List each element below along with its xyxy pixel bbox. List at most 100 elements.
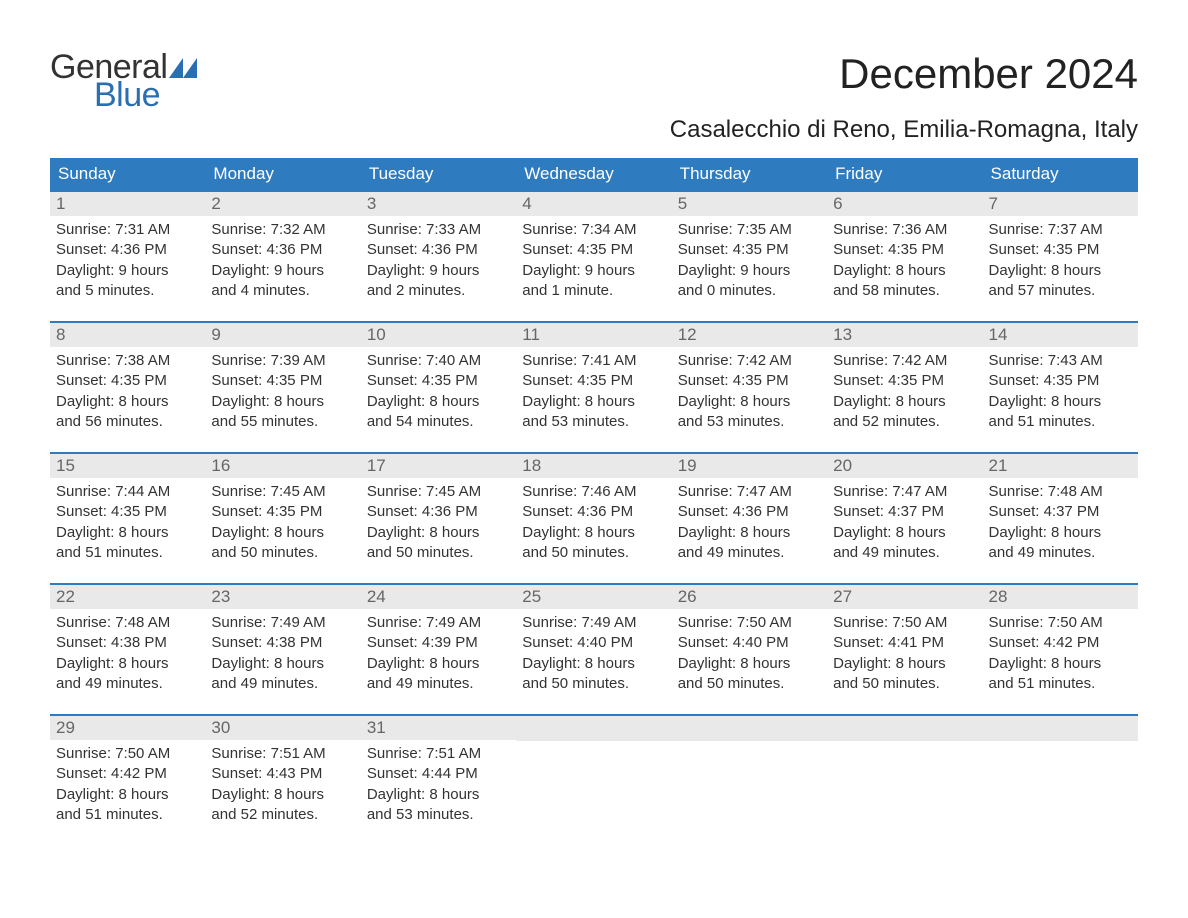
daylight-line: Daylight: 8 hours xyxy=(522,654,665,674)
calendar-week: 1Sunrise: 7:31 AMSunset: 4:36 PMDaylight… xyxy=(50,190,1138,307)
day-details: Sunrise: 7:37 AMSunset: 4:35 PMDaylight:… xyxy=(983,216,1138,307)
daylight-line: and 49 minutes. xyxy=(678,543,821,563)
calendar-day-empty xyxy=(827,716,982,831)
day-number: 14 xyxy=(983,323,1138,347)
calendar-week: 29Sunrise: 7:50 AMSunset: 4:42 PMDayligh… xyxy=(50,714,1138,831)
sunset-line: Sunset: 4:39 PM xyxy=(367,633,510,653)
sunrise-line: Sunrise: 7:50 AM xyxy=(56,744,199,764)
day-number: 7 xyxy=(983,192,1138,216)
daylight-line: Daylight: 9 hours xyxy=(211,261,354,281)
day-number: 24 xyxy=(361,585,516,609)
sunrise-line: Sunrise: 7:33 AM xyxy=(367,220,510,240)
sunrise-line: Sunrise: 7:49 AM xyxy=(522,613,665,633)
day-number: 1 xyxy=(50,192,205,216)
day-details: Sunrise: 7:40 AMSunset: 4:35 PMDaylight:… xyxy=(361,347,516,438)
daylight-line: and 4 minutes. xyxy=(211,281,354,301)
daylight-line: and 58 minutes. xyxy=(833,281,976,301)
day-number: 28 xyxy=(983,585,1138,609)
sunset-line: Sunset: 4:35 PM xyxy=(367,371,510,391)
daylight-line: and 51 minutes. xyxy=(989,674,1132,694)
calendar-day: 30Sunrise: 7:51 AMSunset: 4:43 PMDayligh… xyxy=(205,716,360,831)
day-number: 11 xyxy=(516,323,671,347)
day-details: Sunrise: 7:44 AMSunset: 4:35 PMDaylight:… xyxy=(50,478,205,569)
weekday-header: Sunday xyxy=(50,158,205,190)
day-number: 6 xyxy=(827,192,982,216)
sunset-line: Sunset: 4:40 PM xyxy=(522,633,665,653)
daylight-line: and 50 minutes. xyxy=(522,543,665,563)
daylight-line: and 49 minutes. xyxy=(989,543,1132,563)
sunrise-line: Sunrise: 7:48 AM xyxy=(56,613,199,633)
day-details: Sunrise: 7:32 AMSunset: 4:36 PMDaylight:… xyxy=(205,216,360,307)
day-number: 20 xyxy=(827,454,982,478)
calendar-day: 24Sunrise: 7:49 AMSunset: 4:39 PMDayligh… xyxy=(361,585,516,700)
calendar-day: 18Sunrise: 7:46 AMSunset: 4:36 PMDayligh… xyxy=(516,454,671,569)
calendar-week: 22Sunrise: 7:48 AMSunset: 4:38 PMDayligh… xyxy=(50,583,1138,700)
day-details: Sunrise: 7:47 AMSunset: 4:36 PMDaylight:… xyxy=(672,478,827,569)
daylight-line: and 49 minutes. xyxy=(367,674,510,694)
sunrise-line: Sunrise: 7:47 AM xyxy=(833,482,976,502)
daylight-line: Daylight: 8 hours xyxy=(678,392,821,412)
header-row: General Blue December 2024 Casalecchio d… xyxy=(50,50,1138,144)
day-details: Sunrise: 7:33 AMSunset: 4:36 PMDaylight:… xyxy=(361,216,516,307)
weekday-header: Saturday xyxy=(983,158,1138,190)
day-details: Sunrise: 7:48 AMSunset: 4:37 PMDaylight:… xyxy=(983,478,1138,569)
calendar-day: 27Sunrise: 7:50 AMSunset: 4:41 PMDayligh… xyxy=(827,585,982,700)
sunset-line: Sunset: 4:35 PM xyxy=(678,240,821,260)
day-details: Sunrise: 7:38 AMSunset: 4:35 PMDaylight:… xyxy=(50,347,205,438)
day-number: 16 xyxy=(205,454,360,478)
calendar-day: 16Sunrise: 7:45 AMSunset: 4:35 PMDayligh… xyxy=(205,454,360,569)
daylight-line: and 50 minutes. xyxy=(833,674,976,694)
location-subtitle: Casalecchio di Reno, Emilia-Romagna, Ita… xyxy=(670,116,1138,144)
day-number: 12 xyxy=(672,323,827,347)
calendar-day: 10Sunrise: 7:40 AMSunset: 4:35 PMDayligh… xyxy=(361,323,516,438)
daylight-line: and 2 minutes. xyxy=(367,281,510,301)
daylight-line: Daylight: 8 hours xyxy=(678,654,821,674)
day-details: Sunrise: 7:36 AMSunset: 4:35 PMDaylight:… xyxy=(827,216,982,307)
sunrise-line: Sunrise: 7:43 AM xyxy=(989,351,1132,371)
daylight-line: and 53 minutes. xyxy=(367,805,510,825)
daylight-line: Daylight: 8 hours xyxy=(989,261,1132,281)
sunset-line: Sunset: 4:35 PM xyxy=(833,371,976,391)
day-number: 17 xyxy=(361,454,516,478)
day-number: 8 xyxy=(50,323,205,347)
sunset-line: Sunset: 4:35 PM xyxy=(56,371,199,391)
sunrise-line: Sunrise: 7:51 AM xyxy=(211,744,354,764)
daylight-line: and 50 minutes. xyxy=(211,543,354,563)
calendar-day: 8Sunrise: 7:38 AMSunset: 4:35 PMDaylight… xyxy=(50,323,205,438)
calendar-day: 7Sunrise: 7:37 AMSunset: 4:35 PMDaylight… xyxy=(983,192,1138,307)
day-details: Sunrise: 7:47 AMSunset: 4:37 PMDaylight:… xyxy=(827,478,982,569)
daylight-line: and 52 minutes. xyxy=(833,412,976,432)
calendar-day: 26Sunrise: 7:50 AMSunset: 4:40 PMDayligh… xyxy=(672,585,827,700)
daylight-line: Daylight: 9 hours xyxy=(56,261,199,281)
sunset-line: Sunset: 4:35 PM xyxy=(211,502,354,522)
daylight-line: and 51 minutes. xyxy=(56,543,199,563)
daylight-line: and 55 minutes. xyxy=(211,412,354,432)
calendar-page: General Blue December 2024 Casalecchio d… xyxy=(0,0,1188,861)
sunrise-line: Sunrise: 7:37 AM xyxy=(989,220,1132,240)
day-details: Sunrise: 7:39 AMSunset: 4:35 PMDaylight:… xyxy=(205,347,360,438)
daylight-line: and 49 minutes. xyxy=(833,543,976,563)
day-number: 2 xyxy=(205,192,360,216)
sunrise-line: Sunrise: 7:42 AM xyxy=(833,351,976,371)
daylight-line: and 49 minutes. xyxy=(56,674,199,694)
sunrise-line: Sunrise: 7:45 AM xyxy=(367,482,510,502)
sunrise-line: Sunrise: 7:50 AM xyxy=(989,613,1132,633)
sunrise-line: Sunrise: 7:31 AM xyxy=(56,220,199,240)
sunrise-line: Sunrise: 7:36 AM xyxy=(833,220,976,240)
daylight-line: and 50 minutes. xyxy=(522,674,665,694)
sunrise-line: Sunrise: 7:47 AM xyxy=(678,482,821,502)
day-details: Sunrise: 7:42 AMSunset: 4:35 PMDaylight:… xyxy=(827,347,982,438)
sunset-line: Sunset: 4:35 PM xyxy=(833,240,976,260)
day-number: 23 xyxy=(205,585,360,609)
daylight-line: Daylight: 9 hours xyxy=(678,261,821,281)
sunrise-line: Sunrise: 7:40 AM xyxy=(367,351,510,371)
sunset-line: Sunset: 4:41 PM xyxy=(833,633,976,653)
day-number: 25 xyxy=(516,585,671,609)
sunrise-line: Sunrise: 7:45 AM xyxy=(211,482,354,502)
calendar-week: 8Sunrise: 7:38 AMSunset: 4:35 PMDaylight… xyxy=(50,321,1138,438)
sunrise-line: Sunrise: 7:49 AM xyxy=(367,613,510,633)
daylight-line: Daylight: 8 hours xyxy=(833,261,976,281)
sunset-line: Sunset: 4:42 PM xyxy=(56,764,199,784)
calendar-day: 6Sunrise: 7:36 AMSunset: 4:35 PMDaylight… xyxy=(827,192,982,307)
month-title: December 2024 xyxy=(670,50,1138,98)
